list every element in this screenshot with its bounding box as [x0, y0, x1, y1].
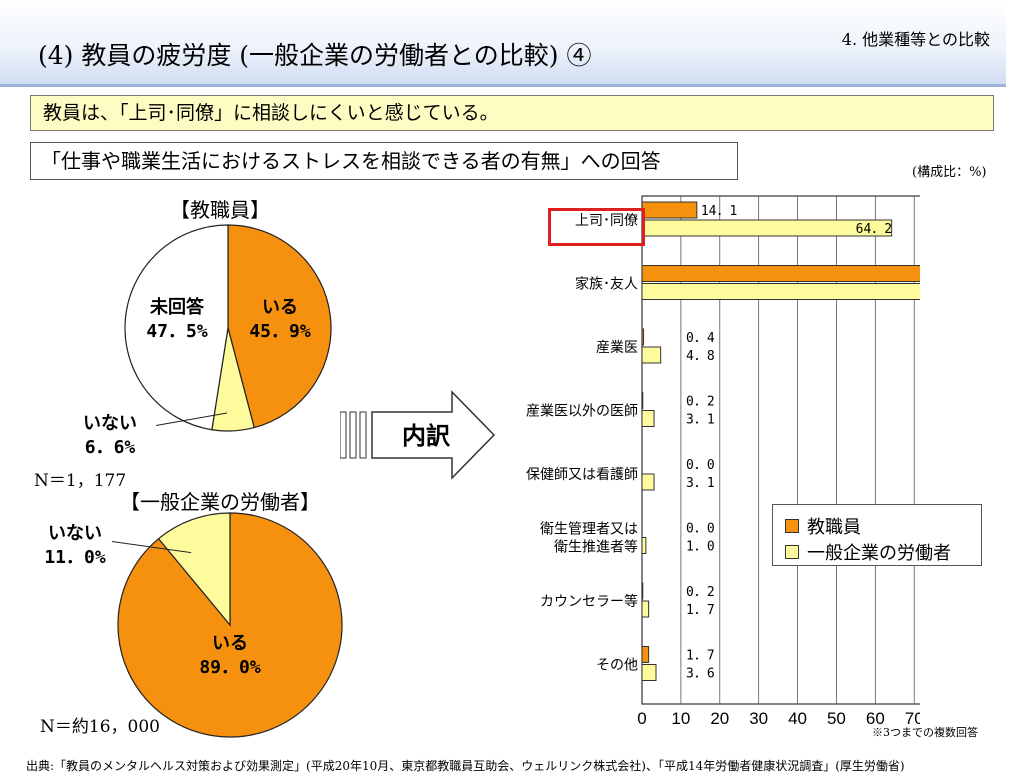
- teacher-pie-chart: [124, 224, 332, 432]
- footnote: ※3つまでの複数回答: [872, 726, 978, 739]
- worker-sample-size: N＝約16，000: [40, 717, 160, 737]
- category-label: 保健師又は看護師: [526, 467, 638, 483]
- bar-teacher: [641, 201, 698, 219]
- worker-yes-label: いる 89．0%: [180, 632, 280, 680]
- worker-pie-chart: [117, 512, 343, 738]
- data-label: 3．1: [686, 413, 715, 428]
- category-label: 上司･同僚: [575, 213, 638, 229]
- worker-yes-pct: 89．0%: [199, 657, 261, 678]
- category-label: その他: [596, 658, 638, 674]
- bar-worker: [641, 664, 657, 681]
- data-label: 3．1: [686, 476, 715, 491]
- category-label: 産業医以外の医師: [526, 404, 638, 420]
- teacher-sample-size: N＝1，177: [34, 471, 127, 491]
- x-tick-label: 0: [637, 709, 646, 728]
- breakdown-arrow: [340, 390, 496, 480]
- worker-yes-name: いる: [212, 633, 248, 654]
- bar-worker: [641, 473, 655, 491]
- worker-none-label: いない 11．0%: [30, 522, 120, 570]
- x-tick-label: 10: [671, 709, 690, 728]
- data-label: 0．0: [686, 522, 715, 537]
- teacher-none-pct: 6．6%: [84, 437, 136, 458]
- category-label: 産業医: [596, 340, 638, 356]
- teacher-noanswer-pct: 47．5%: [146, 321, 208, 342]
- data-label: 14．1: [701, 204, 737, 219]
- legend-item-worker: 一般企業の労働者: [785, 539, 951, 565]
- bar-worker: [641, 283, 920, 300]
- question-box: 「仕事や職業生活におけるストレスを相談できる者の有無」への回答: [30, 142, 738, 180]
- teacher-noanswer-label: 未回答 47．5%: [132, 296, 222, 344]
- header-rule: [0, 84, 1006, 87]
- bar-worker: [641, 219, 893, 237]
- teacher-noanswer-name: 未回答: [150, 297, 204, 318]
- x-tick-label: 70: [905, 709, 920, 728]
- data-label: 0．2: [686, 395, 715, 410]
- legend-item-teacher: 教職員: [785, 513, 861, 539]
- bar-worker: [641, 600, 650, 618]
- x-tick-label: 30: [749, 709, 768, 728]
- bar-teacher: [641, 646, 650, 663]
- legend-swatch-teacher: [785, 519, 799, 533]
- legend: 教職員 一般企業の労働者: [772, 504, 982, 566]
- teacher-pie-slice-2: [124, 224, 229, 431]
- header-bar: [0, 0, 1006, 86]
- legend-label-teacher: 教職員: [807, 517, 861, 538]
- teacher-none-label: いない 6．6%: [70, 412, 150, 460]
- data-label: 4．8: [686, 349, 715, 364]
- teacher-yes-pct: 45．9%: [249, 321, 311, 342]
- x-tick-label: 20: [710, 709, 729, 728]
- data-label: 0．4: [686, 331, 715, 346]
- bar-chart: 0102030405060708090上司･同僚14．164．2家族･友人83．…: [526, 195, 920, 728]
- bar-worker: [641, 410, 655, 427]
- worker-pie-slice-1: [157, 512, 231, 627]
- category-label: 家族･友人: [575, 276, 638, 293]
- bar-teacher: [641, 582, 644, 600]
- teacher-yes-name: いる: [262, 297, 298, 318]
- data-label: 1．7: [686, 649, 715, 664]
- data-label: 0．0: [686, 458, 715, 473]
- worker-none-name: いない: [48, 523, 102, 544]
- data-label: 1．7: [686, 603, 715, 618]
- x-tick-label: 40: [788, 709, 807, 728]
- bar-teacher: [641, 392, 644, 409]
- bar-worker: [641, 537, 647, 554]
- legend-label-worker: 一般企業の労働者: [807, 543, 951, 564]
- x-tick-label: 50: [827, 709, 846, 728]
- section-label: 4. 他業種等との比較: [841, 30, 990, 49]
- data-label: 64．2: [856, 222, 892, 237]
- teacher-yes-label: いる 45．9%: [232, 296, 328, 344]
- category-label: 衛生推進者等: [554, 539, 638, 556]
- summary-box: 教員は、「上司･同僚」に相談しにくいと感じている。: [30, 95, 994, 131]
- data-label: 3．6: [686, 667, 715, 682]
- category-label: カウンセラー等: [540, 593, 638, 610]
- legend-swatch-worker: [785, 545, 799, 559]
- x-tick-label: 60: [866, 709, 885, 728]
- teacher-pie-title: 【教職員】: [170, 198, 270, 222]
- worker-pie-title: 【一般企業の労働者】: [120, 490, 320, 514]
- teacher-pie-slice-0: [227, 224, 332, 429]
- data-label: 0．2: [686, 585, 715, 600]
- teacher-none-name: いない: [83, 413, 137, 434]
- unit-label: (構成比：%): [912, 165, 987, 180]
- breakdown-label: 内訳: [402, 422, 450, 450]
- bar-teacher: [641, 328, 645, 346]
- page-title: (4) 教員の疲労度 (一般企業の労働者との比較) ④: [38, 41, 592, 70]
- data-label: 1．0: [686, 540, 715, 555]
- highlight-box: [548, 208, 645, 246]
- worker-none-pct: 11．0%: [44, 547, 106, 568]
- category-label: 衛生管理者又は: [540, 522, 638, 538]
- bar-teacher: [641, 265, 920, 282]
- bar-worker: [641, 346, 662, 364]
- source-citation: 出典:「教員のメンタルヘルス対策および効果測定」(平成20年10月、東京都教職員…: [26, 759, 905, 773]
